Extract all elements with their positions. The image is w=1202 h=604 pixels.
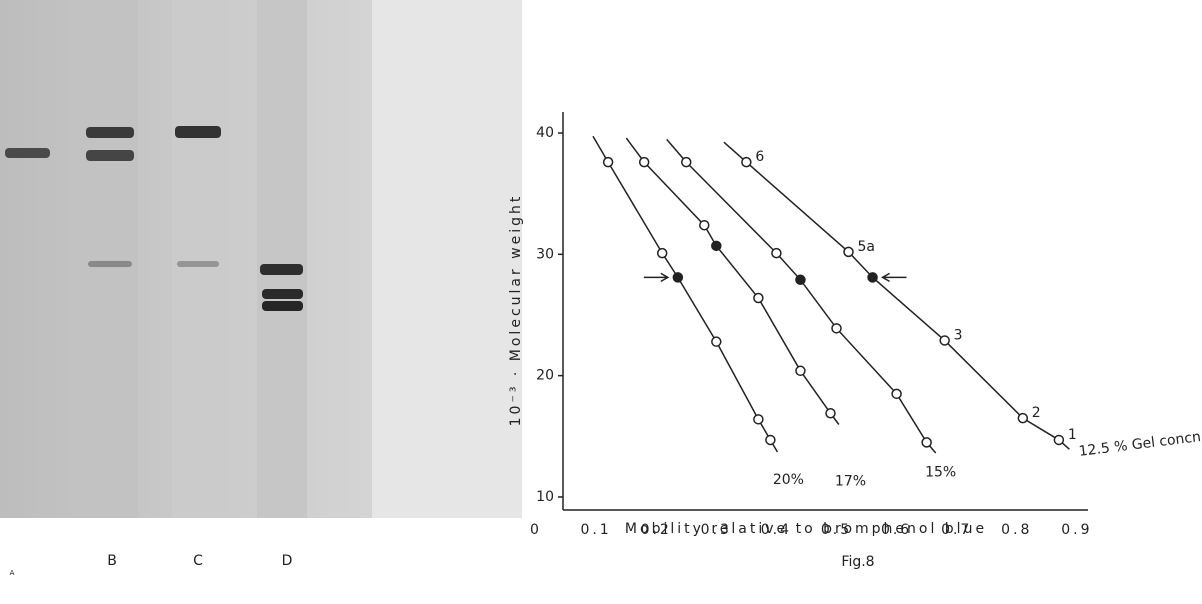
y-tick-label: 20	[536, 368, 554, 384]
x-tick-label: 0.4	[761, 522, 792, 538]
band	[262, 289, 303, 299]
gel-image	[0, 0, 522, 518]
filled-point	[672, 272, 684, 283]
page-bleed	[372, 0, 522, 518]
point	[753, 414, 764, 425]
x-tick-label: 0.5	[821, 522, 852, 538]
x-axis-label: Mobility relative to bromphenol blue	[625, 521, 987, 537]
band	[88, 261, 132, 267]
point	[699, 219, 710, 231]
filled-point	[867, 272, 878, 283]
y-tick-label: 40	[536, 125, 554, 141]
lane-label: C	[193, 553, 203, 569]
line-label: 20%	[773, 472, 804, 488]
point-label: 6	[755, 149, 764, 165]
x-tick-label: 0	[530, 522, 542, 538]
line-label: 15%	[925, 464, 956, 480]
lane-label: A	[10, 569, 15, 577]
point	[939, 335, 950, 346]
lane-label: D	[282, 553, 293, 569]
series-line	[643, 161, 832, 414]
point	[765, 434, 776, 446]
band	[175, 126, 221, 138]
band	[262, 301, 303, 311]
arrow	[881, 272, 907, 283]
point	[656, 247, 668, 259]
point	[753, 292, 764, 304]
x-tick-label: 0.9	[1061, 522, 1092, 538]
point	[741, 156, 752, 168]
point	[795, 365, 806, 377]
series-line	[745, 161, 1060, 441]
point	[771, 247, 782, 259]
x-tick-label: 0.8	[1001, 522, 1032, 538]
band	[5, 148, 50, 158]
point-label: 3	[954, 327, 963, 343]
point	[831, 323, 842, 334]
y-tick-label: 10	[536, 489, 554, 505]
point	[825, 408, 836, 419]
lane	[83, 0, 138, 518]
point	[843, 246, 854, 258]
point	[921, 437, 932, 448]
lane-label: B	[107, 553, 117, 569]
series-line	[685, 161, 928, 443]
lane	[257, 0, 307, 518]
x-tick-label: 0.2	[641, 522, 672, 538]
line-label: 12.5 % Gel concn.	[1078, 428, 1202, 459]
y-axis-label: 10⁻³ · Molecular weight	[508, 194, 524, 427]
y-tick-label: 30	[536, 246, 554, 262]
filled-point	[711, 240, 722, 252]
point-label: 1	[1068, 427, 1077, 443]
point	[681, 156, 692, 168]
x-tick-label: 0.3	[701, 522, 732, 538]
band	[260, 264, 303, 275]
band	[86, 150, 134, 161]
series-line	[607, 161, 772, 441]
x-tick-label: 0.7	[941, 522, 972, 538]
caption: Fig.8	[841, 554, 874, 570]
point-label: 2	[1032, 405, 1041, 421]
point	[711, 336, 722, 347]
filled-point	[795, 274, 806, 286]
point	[602, 156, 614, 168]
x-tick-label: 0.6	[881, 522, 912, 538]
band	[177, 261, 219, 267]
point	[1053, 434, 1065, 446]
band	[86, 127, 134, 138]
arrow	[643, 272, 670, 283]
point	[1017, 412, 1029, 424]
line-label: 17%	[835, 473, 866, 489]
point	[891, 388, 902, 400]
lane	[172, 0, 224, 518]
point-label: 5a	[858, 239, 876, 255]
point	[638, 156, 650, 168]
x-tick-label: 0.1	[580, 522, 611, 538]
